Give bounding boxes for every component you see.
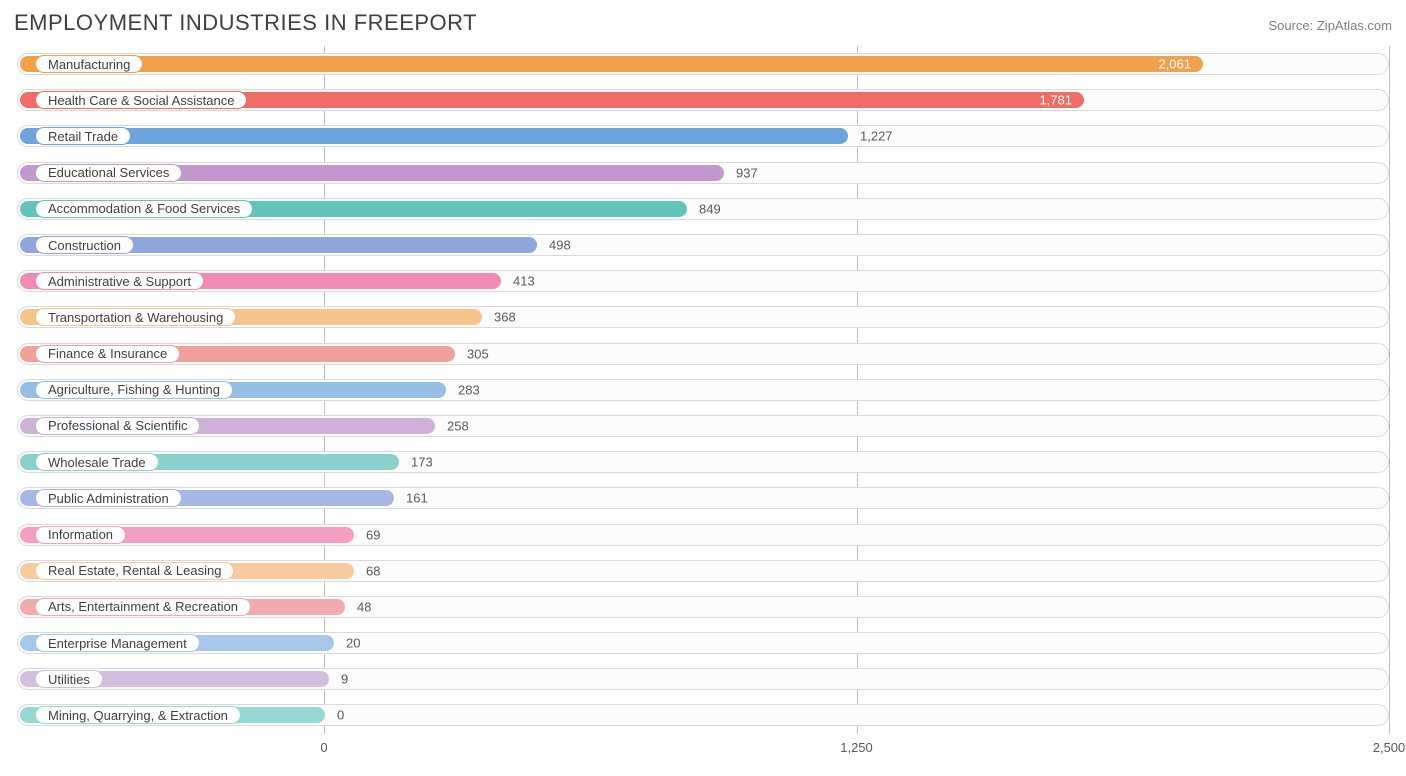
bar-row: Arts, Entertainment & Recreation 48 <box>14 589 1392 625</box>
bar-fill <box>20 56 1203 72</box>
bar-track: Arts, Entertainment & Recreation 48 <box>17 596 1389 618</box>
bar-track: Mining, Quarrying, & Extraction 0 <box>17 704 1389 726</box>
bar-track: Construction 498 <box>17 234 1389 256</box>
bar-track: Finance & Insurance 305 <box>17 343 1389 365</box>
chart-plot-area: Manufacturing 2,061 Health Care & Social A… <box>14 46 1392 764</box>
bar-row: Enterprise Management 20 <box>14 625 1392 661</box>
category-pill: Information <box>35 526 126 544</box>
bar-track: Retail Trade 1,227 <box>17 125 1389 147</box>
bar-value-label: 1,781 <box>1039 93 1072 108</box>
category-pill: Accommodation & Food Services <box>35 200 253 218</box>
bar-row: Accommodation & Food Services 849 <box>14 191 1392 227</box>
bar-value-label: 937 <box>736 165 758 180</box>
bar-track: Educational Services 937 <box>17 162 1389 184</box>
bar-track: Agriculture, Fishing & Hunting 283 <box>17 379 1389 401</box>
bar-track: Real Estate, Rental & Leasing 68 <box>17 560 1389 582</box>
category-pill: Administrative & Support <box>35 272 204 290</box>
bar-rows: Manufacturing 2,061 Health Care & Social A… <box>14 46 1392 734</box>
bar-track: Enterprise Management 20 <box>17 632 1389 654</box>
bar-track: Public Administration 161 <box>17 487 1389 509</box>
category-pill: Health Care & Social Assistance <box>35 91 247 109</box>
chart-header: EMPLOYMENT INDUSTRIES IN FREEPORT Source… <box>14 10 1392 36</box>
category-pill: Enterprise Management <box>35 634 200 652</box>
category-pill: Retail Trade <box>35 127 131 145</box>
bar-value-label: 9 <box>341 672 348 687</box>
bar-track: Accommodation & Food Services 849 <box>17 198 1389 220</box>
bar-value-label: 0 <box>337 708 344 723</box>
bar-track: Information 69 <box>17 524 1389 546</box>
bar-row: Information 69 <box>14 516 1392 552</box>
category-pill: Transportation & Warehousing <box>35 308 236 326</box>
chart-title: EMPLOYMENT INDUSTRIES IN FREEPORT <box>14 10 477 36</box>
bar-row: Educational Services 937 <box>14 155 1392 191</box>
bar-track: Utilities 9 <box>17 668 1389 690</box>
bar-row: Wholesale Trade 173 <box>14 444 1392 480</box>
category-pill: Arts, Entertainment & Recreation <box>35 598 251 616</box>
category-pill: Agriculture, Fishing & Hunting <box>35 381 233 399</box>
bar-value-label: 2,061 <box>1158 57 1191 72</box>
bar-track: Transportation & Warehousing 368 <box>17 306 1389 328</box>
bar-row: Agriculture, Fishing & Hunting 283 <box>14 372 1392 408</box>
bar-value-label: 173 <box>411 455 433 470</box>
bar-row: Transportation & Warehousing 368 <box>14 299 1392 335</box>
bar-value-label: 498 <box>549 238 571 253</box>
bar-row: Mining, Quarrying, & Extraction 0 <box>14 697 1392 733</box>
bar-row: Construction 498 <box>14 227 1392 263</box>
bar-value-label: 1,227 <box>860 129 893 144</box>
category-pill: Finance & Insurance <box>35 345 180 363</box>
bar-row: Manufacturing 2,061 <box>14 46 1392 82</box>
bar-value-label: 413 <box>513 274 535 289</box>
bar-value-label: 161 <box>406 491 428 506</box>
bar-value-label: 368 <box>494 310 516 325</box>
x-tick-label: 1,250 <box>840 740 873 755</box>
bar-row: Public Administration 161 <box>14 480 1392 516</box>
bar-value-label: 258 <box>447 418 469 433</box>
category-pill: Educational Services <box>35 164 182 182</box>
x-axis: 01,2502,500 <box>14 734 1392 764</box>
bar-row: Administrative & Support 413 <box>14 263 1392 299</box>
bar-row: Retail Trade 1,227 <box>14 118 1392 154</box>
bar-value-label: 305 <box>467 346 489 361</box>
category-pill: Wholesale Trade <box>35 453 159 471</box>
source-value: ZipAtlas.com <box>1317 18 1392 33</box>
bar-track: Professional & Scientific 258 <box>17 415 1389 437</box>
bar-value-label: 849 <box>699 201 721 216</box>
x-tick-label: 0 <box>320 740 327 755</box>
bar-value-label: 68 <box>366 563 380 578</box>
bar-row: Utilities 9 <box>14 661 1392 697</box>
category-pill: Utilities <box>35 670 103 688</box>
bar-track: Administrative & Support 413 <box>17 270 1389 292</box>
bar-row: Professional & Scientific 258 <box>14 408 1392 444</box>
bar-track: Wholesale Trade 173 <box>17 451 1389 473</box>
category-pill: Professional & Scientific <box>35 417 200 435</box>
bar-fill <box>20 128 848 144</box>
source-label: Source: <box>1268 18 1313 33</box>
bar-value-label: 20 <box>346 636 360 651</box>
category-pill: Construction <box>35 236 134 254</box>
bar-track: Health Care & Social Assistance 1,781 <box>17 89 1389 111</box>
category-pill: Manufacturing <box>35 55 143 73</box>
category-pill: Public Administration <box>35 489 182 507</box>
bar-track: Manufacturing 2,061 <box>17 53 1389 75</box>
x-tick-label: 2,500 <box>1373 740 1406 755</box>
bar-value-label: 48 <box>357 599 371 614</box>
bar-row: Health Care & Social Assistance 1,781 <box>14 82 1392 118</box>
category-pill: Real Estate, Rental & Leasing <box>35 562 234 580</box>
bar-row: Real Estate, Rental & Leasing 68 <box>14 553 1392 589</box>
category-pill: Mining, Quarrying, & Extraction <box>35 706 241 724</box>
chart-source: Source: ZipAtlas.com <box>1268 18 1392 33</box>
bar-value-label: 69 <box>366 527 380 542</box>
bar-row: Finance & Insurance 305 <box>14 336 1392 372</box>
bar-value-label: 283 <box>458 382 480 397</box>
chart-container: EMPLOYMENT INDUSTRIES IN FREEPORT Source… <box>0 0 1406 776</box>
